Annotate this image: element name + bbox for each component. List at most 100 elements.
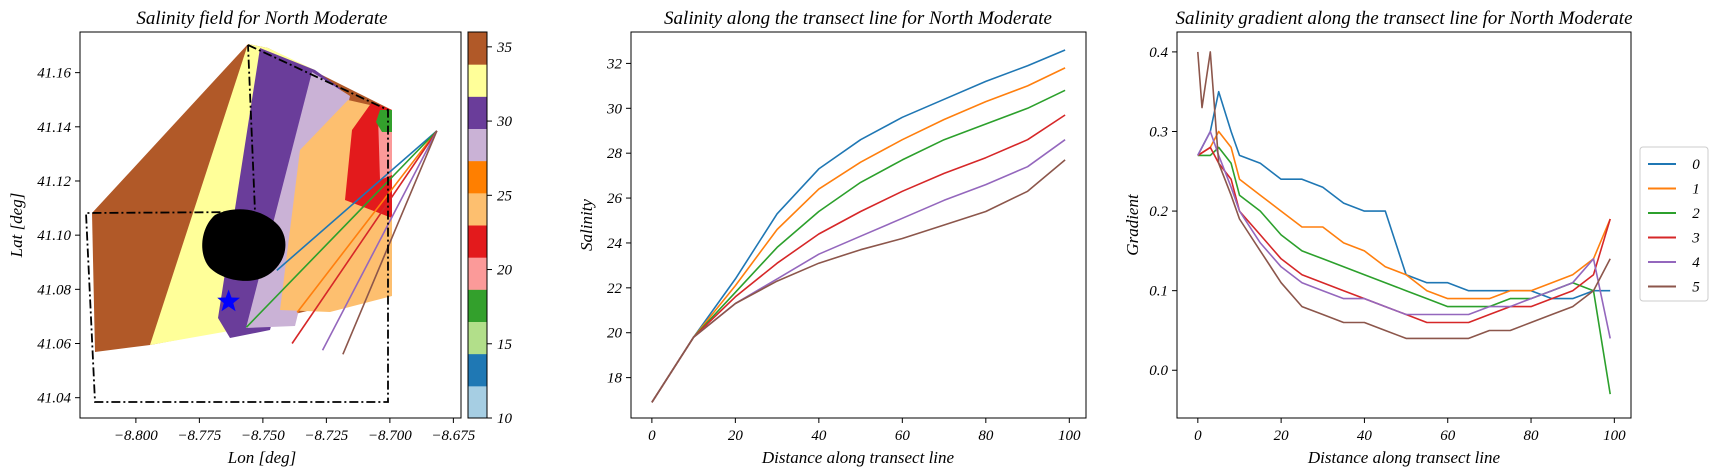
y-tick-label: 41.06 xyxy=(37,337,71,353)
panel2-title: Salinity along the transect line for Nor… xyxy=(664,8,1052,29)
y-tick-label: 41.04 xyxy=(37,391,71,407)
transect-line-1 xyxy=(296,130,438,313)
colorbar-tick-label: 20 xyxy=(497,263,513,279)
legend-label-4: 4 xyxy=(1692,255,1700,271)
panel1-y-ticks: 41.04 41.06 41.08 41.10 41.12 41.14 41.16 xyxy=(37,66,80,407)
y-tick-label: 28 xyxy=(607,146,623,162)
series-line-4 xyxy=(651,139,1066,403)
panel2-x-label: Distance along transect line xyxy=(761,448,955,467)
domain-boundary xyxy=(85,44,389,403)
colorbar-segment xyxy=(468,353,487,387)
salinity-field-map xyxy=(85,44,438,403)
y-tick-label: 41.16 xyxy=(37,66,71,82)
x-tick-label: −8.700 xyxy=(368,428,412,444)
series-line-3 xyxy=(1197,146,1611,324)
x-tick-label: 40 xyxy=(1357,428,1373,444)
colorbar-segment xyxy=(468,32,487,65)
salinity-bands xyxy=(92,44,392,352)
panel3-title: Salinity gradient along the transect lin… xyxy=(1175,8,1632,29)
colorbar-segment xyxy=(468,192,487,226)
y-tick-label: 0.4 xyxy=(1149,45,1168,61)
y-tick-label: 41.08 xyxy=(37,282,71,298)
x-tick-label: 100 xyxy=(1603,428,1626,444)
y-tick-label: 24 xyxy=(607,236,623,252)
colorbar xyxy=(468,32,487,419)
x-tick-label: 60 xyxy=(895,428,911,444)
panel2-x-ticks: 0 20 40 60 80 100 xyxy=(648,418,1081,444)
legend-label-1: 1 xyxy=(1692,182,1700,198)
x-tick-label: 80 xyxy=(978,428,994,444)
colorbar-segment xyxy=(468,321,487,355)
colorbar-tick-label: 25 xyxy=(497,188,513,204)
transect-line-2 xyxy=(245,130,438,328)
colorbar-segment xyxy=(468,96,487,129)
y-tick-label: 0.1 xyxy=(1149,284,1168,300)
transect-lines xyxy=(245,130,438,355)
colorbar-segment xyxy=(468,128,487,162)
colorbar-tick-label: 30 xyxy=(496,114,513,130)
panel1-frame xyxy=(79,31,462,419)
y-tick-label: 41.14 xyxy=(37,120,71,136)
panel1-x-label: Lon [deg] xyxy=(227,448,296,467)
colorbar-segment xyxy=(468,289,487,322)
land-mask xyxy=(202,209,286,281)
series-line-0 xyxy=(1197,90,1611,300)
panel1-title: Salinity field for North Moderate xyxy=(136,8,387,29)
x-tick-label: 80 xyxy=(1524,428,1540,444)
colorbar-segment xyxy=(468,64,487,97)
series-line-5 xyxy=(1197,51,1611,340)
panel3-x-ticks: 0 20 40 60 80 100 xyxy=(1194,418,1626,444)
colorbar-segment xyxy=(468,225,487,258)
x-tick-label: 100 xyxy=(1058,428,1081,444)
x-tick-label: −8.725 xyxy=(304,428,348,444)
y-tick-label: 41.12 xyxy=(37,174,71,190)
colorbar-tick-label: 15 xyxy=(497,337,513,353)
legend-label-2: 2 xyxy=(1692,206,1700,222)
y-tick-label: 22 xyxy=(607,281,623,297)
colorbar-segment xyxy=(468,385,487,419)
panel3-frame xyxy=(1176,31,1632,419)
series-line-5 xyxy=(651,159,1066,403)
colorbar-tick-label: 35 xyxy=(496,40,513,56)
x-tick-label: 20 xyxy=(1274,428,1290,444)
transect-line-0 xyxy=(276,130,438,271)
legend-label-0: 0 xyxy=(1692,157,1700,173)
series-line-3 xyxy=(651,114,1066,403)
x-tick-label: 20 xyxy=(728,428,744,444)
y-tick-label: 30 xyxy=(606,101,623,117)
x-tick-label: −8.800 xyxy=(114,428,158,444)
panel2-y-ticks: 18 20 22 24 26 28 30 32 xyxy=(606,56,631,387)
star-marker xyxy=(217,289,240,312)
gradient-series xyxy=(1197,51,1611,395)
colorbar-frame xyxy=(467,31,488,419)
x-tick-label: −8.750 xyxy=(241,428,285,444)
legend-label-5: 5 xyxy=(1692,280,1700,296)
series-line-1 xyxy=(651,67,1066,403)
transect-line-4 xyxy=(321,130,438,351)
x-tick-label: 0 xyxy=(648,428,656,444)
colorbar-ticks: 10 15 20 25 30 35 xyxy=(487,40,513,427)
series-line-4 xyxy=(1197,130,1611,339)
colorbar-segment xyxy=(468,160,487,194)
y-tick-label: 20 xyxy=(607,326,623,342)
panel3-y-label: Gradient xyxy=(1123,193,1142,256)
legend-label-3: 3 xyxy=(1691,231,1700,247)
y-tick-label: 32 xyxy=(606,56,623,72)
transect-line-3 xyxy=(291,130,438,344)
location-marker xyxy=(217,289,240,312)
x-tick-label: 40 xyxy=(811,428,827,444)
y-tick-label: 0.0 xyxy=(1149,363,1168,379)
transect-line-5 xyxy=(342,130,438,355)
salinity-series xyxy=(651,49,1066,403)
y-tick-label: 26 xyxy=(607,191,623,207)
series-line-1 xyxy=(1197,130,1611,300)
x-tick-label: −8.675 xyxy=(431,428,475,444)
dash-dot-boundaries xyxy=(85,44,389,403)
colorbar-tick-label: 10 xyxy=(497,411,513,427)
x-tick-label: 60 xyxy=(1440,428,1456,444)
panel1-y-label: Lat [deg] xyxy=(7,193,26,259)
y-tick-label: 41.10 xyxy=(37,228,71,244)
legend: 0 1 2 3 4 5 xyxy=(1639,146,1709,302)
panel1-x-ticks: −8.800 −8.775 −8.750 −8.725 −8.700 −8.675 xyxy=(114,418,476,444)
